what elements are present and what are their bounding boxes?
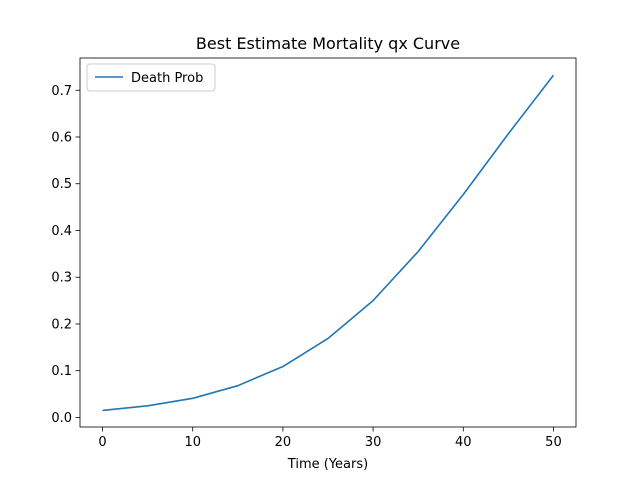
x-tick-label-5: 50 xyxy=(545,435,562,450)
y-tick-label-6: 0.6 xyxy=(51,130,72,145)
x-tick-label-2: 20 xyxy=(275,435,292,450)
x-axis-label: Time (Years) xyxy=(287,457,368,472)
legend-frame xyxy=(86,63,216,92)
y-tick-label-2: 0.2 xyxy=(51,317,72,332)
y-tick-label-4: 0.4 xyxy=(51,224,72,239)
chart-title: Best Estimate Mortality qx Curve xyxy=(196,34,460,53)
y-tick-label-7: 0.7 xyxy=(51,84,72,99)
y-tick-label-1: 0.1 xyxy=(51,364,72,379)
y-tick-label-3: 0.3 xyxy=(51,271,72,286)
y-tick-label-5: 0.5 xyxy=(51,177,72,192)
legend: Death Prob xyxy=(86,63,216,92)
axes-frame xyxy=(79,57,577,428)
x-tick-label-0: 0 xyxy=(98,435,106,450)
series-line-0 xyxy=(102,74,555,412)
x-tick-label-4: 40 xyxy=(455,435,472,450)
x-tick-label-3: 30 xyxy=(365,435,382,450)
legend-label-death-prob: Death Prob xyxy=(131,71,203,86)
y-tick-label-0: 0.0 xyxy=(51,411,72,426)
x-tick-label-1: 10 xyxy=(184,435,201,450)
